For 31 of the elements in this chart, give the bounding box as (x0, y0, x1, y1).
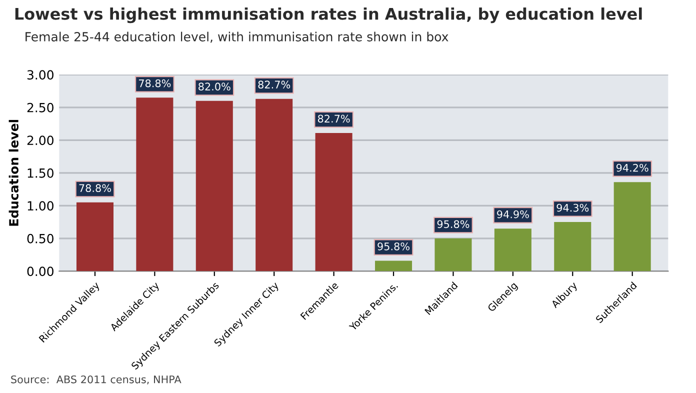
bar (614, 182, 651, 272)
y-tick-label: 2.00 (27, 136, 54, 146)
annotation: 94.9% (497, 210, 529, 218)
y-tick-label: 0.50 (27, 234, 54, 244)
annotation: 95.8% (378, 242, 410, 250)
annotation: 78.8% (79, 184, 111, 192)
annotation: 95.8% (437, 220, 470, 228)
y-tick-label: 3.00 (27, 70, 54, 80)
bar (434, 238, 472, 272)
annotation: 82.7% (258, 80, 290, 89)
annotation: 94.3% (556, 204, 589, 212)
bar (554, 222, 592, 272)
y-tick-label: 2.50 (27, 102, 54, 112)
y-tick-label: 0.00 (27, 266, 54, 276)
bar (256, 98, 293, 272)
y-tick-label: 1.00 (28, 201, 54, 211)
y-tick-label: 1.50 (28, 168, 54, 178)
bar (315, 132, 352, 272)
chart-title: Lowest vs highest immunisation rates in Australia, by education level (15, 8, 642, 24)
annotation: 82.0% (198, 82, 230, 91)
chart-subtitle: Female 25-44 education level, with immunisation rate shown in box (26, 32, 448, 43)
annotation: 78.8% (139, 79, 171, 88)
bar (196, 100, 233, 272)
source-note: Source: ABS 2011 census, NHPA (11, 375, 182, 384)
bar (375, 260, 412, 272)
bar (494, 228, 532, 272)
bar (136, 98, 174, 272)
y-axis-title: Education level (8, 120, 18, 226)
bar (76, 202, 114, 272)
annotation: 82.7% (318, 114, 350, 123)
annotation: 94.2% (616, 164, 648, 172)
